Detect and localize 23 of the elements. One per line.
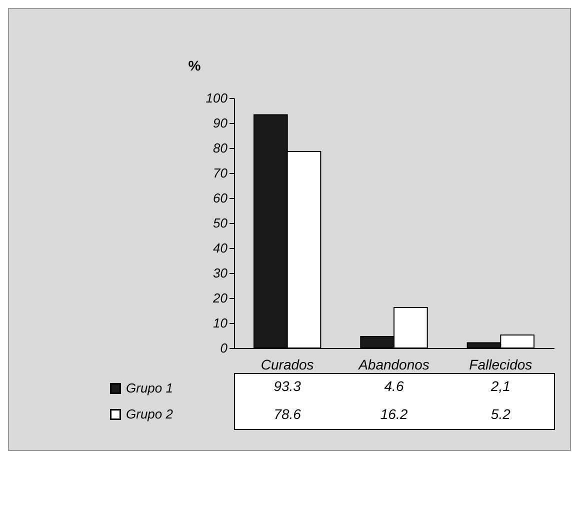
y-axis-title: % xyxy=(188,58,202,74)
y-tick-label: 20 xyxy=(212,290,228,306)
y-tick-label: 50 xyxy=(213,216,228,230)
y-tick-label: 40 xyxy=(213,240,228,256)
data-label: 4.6 xyxy=(384,378,404,394)
x-tick-label: Fallecidos xyxy=(469,356,532,372)
data-label: 16.2 xyxy=(380,406,408,422)
legend-label: Grupo 2 xyxy=(126,406,174,422)
y-tick-label: 100 xyxy=(206,90,228,106)
y-tick-label: 90 xyxy=(213,116,228,130)
data-label: 93.3 xyxy=(274,378,302,394)
y-tick-label: 30 xyxy=(213,266,228,280)
data-label: 5.2 xyxy=(490,406,511,422)
y-tick-label: 80 xyxy=(213,140,228,156)
data-label: 2,1 xyxy=(490,378,510,394)
y-tick-label: 10 xyxy=(213,316,228,330)
y-tick-label: 0 xyxy=(220,340,228,356)
legend-label: Grupo 1 xyxy=(126,380,173,396)
x-tick-label: Curados xyxy=(260,356,314,372)
y-tick-label: 70 xyxy=(213,166,228,180)
data-label: 78.6 xyxy=(274,406,302,422)
y-tick-label: 60 xyxy=(213,190,228,206)
x-tick-label: Abandonos xyxy=(358,356,430,372)
